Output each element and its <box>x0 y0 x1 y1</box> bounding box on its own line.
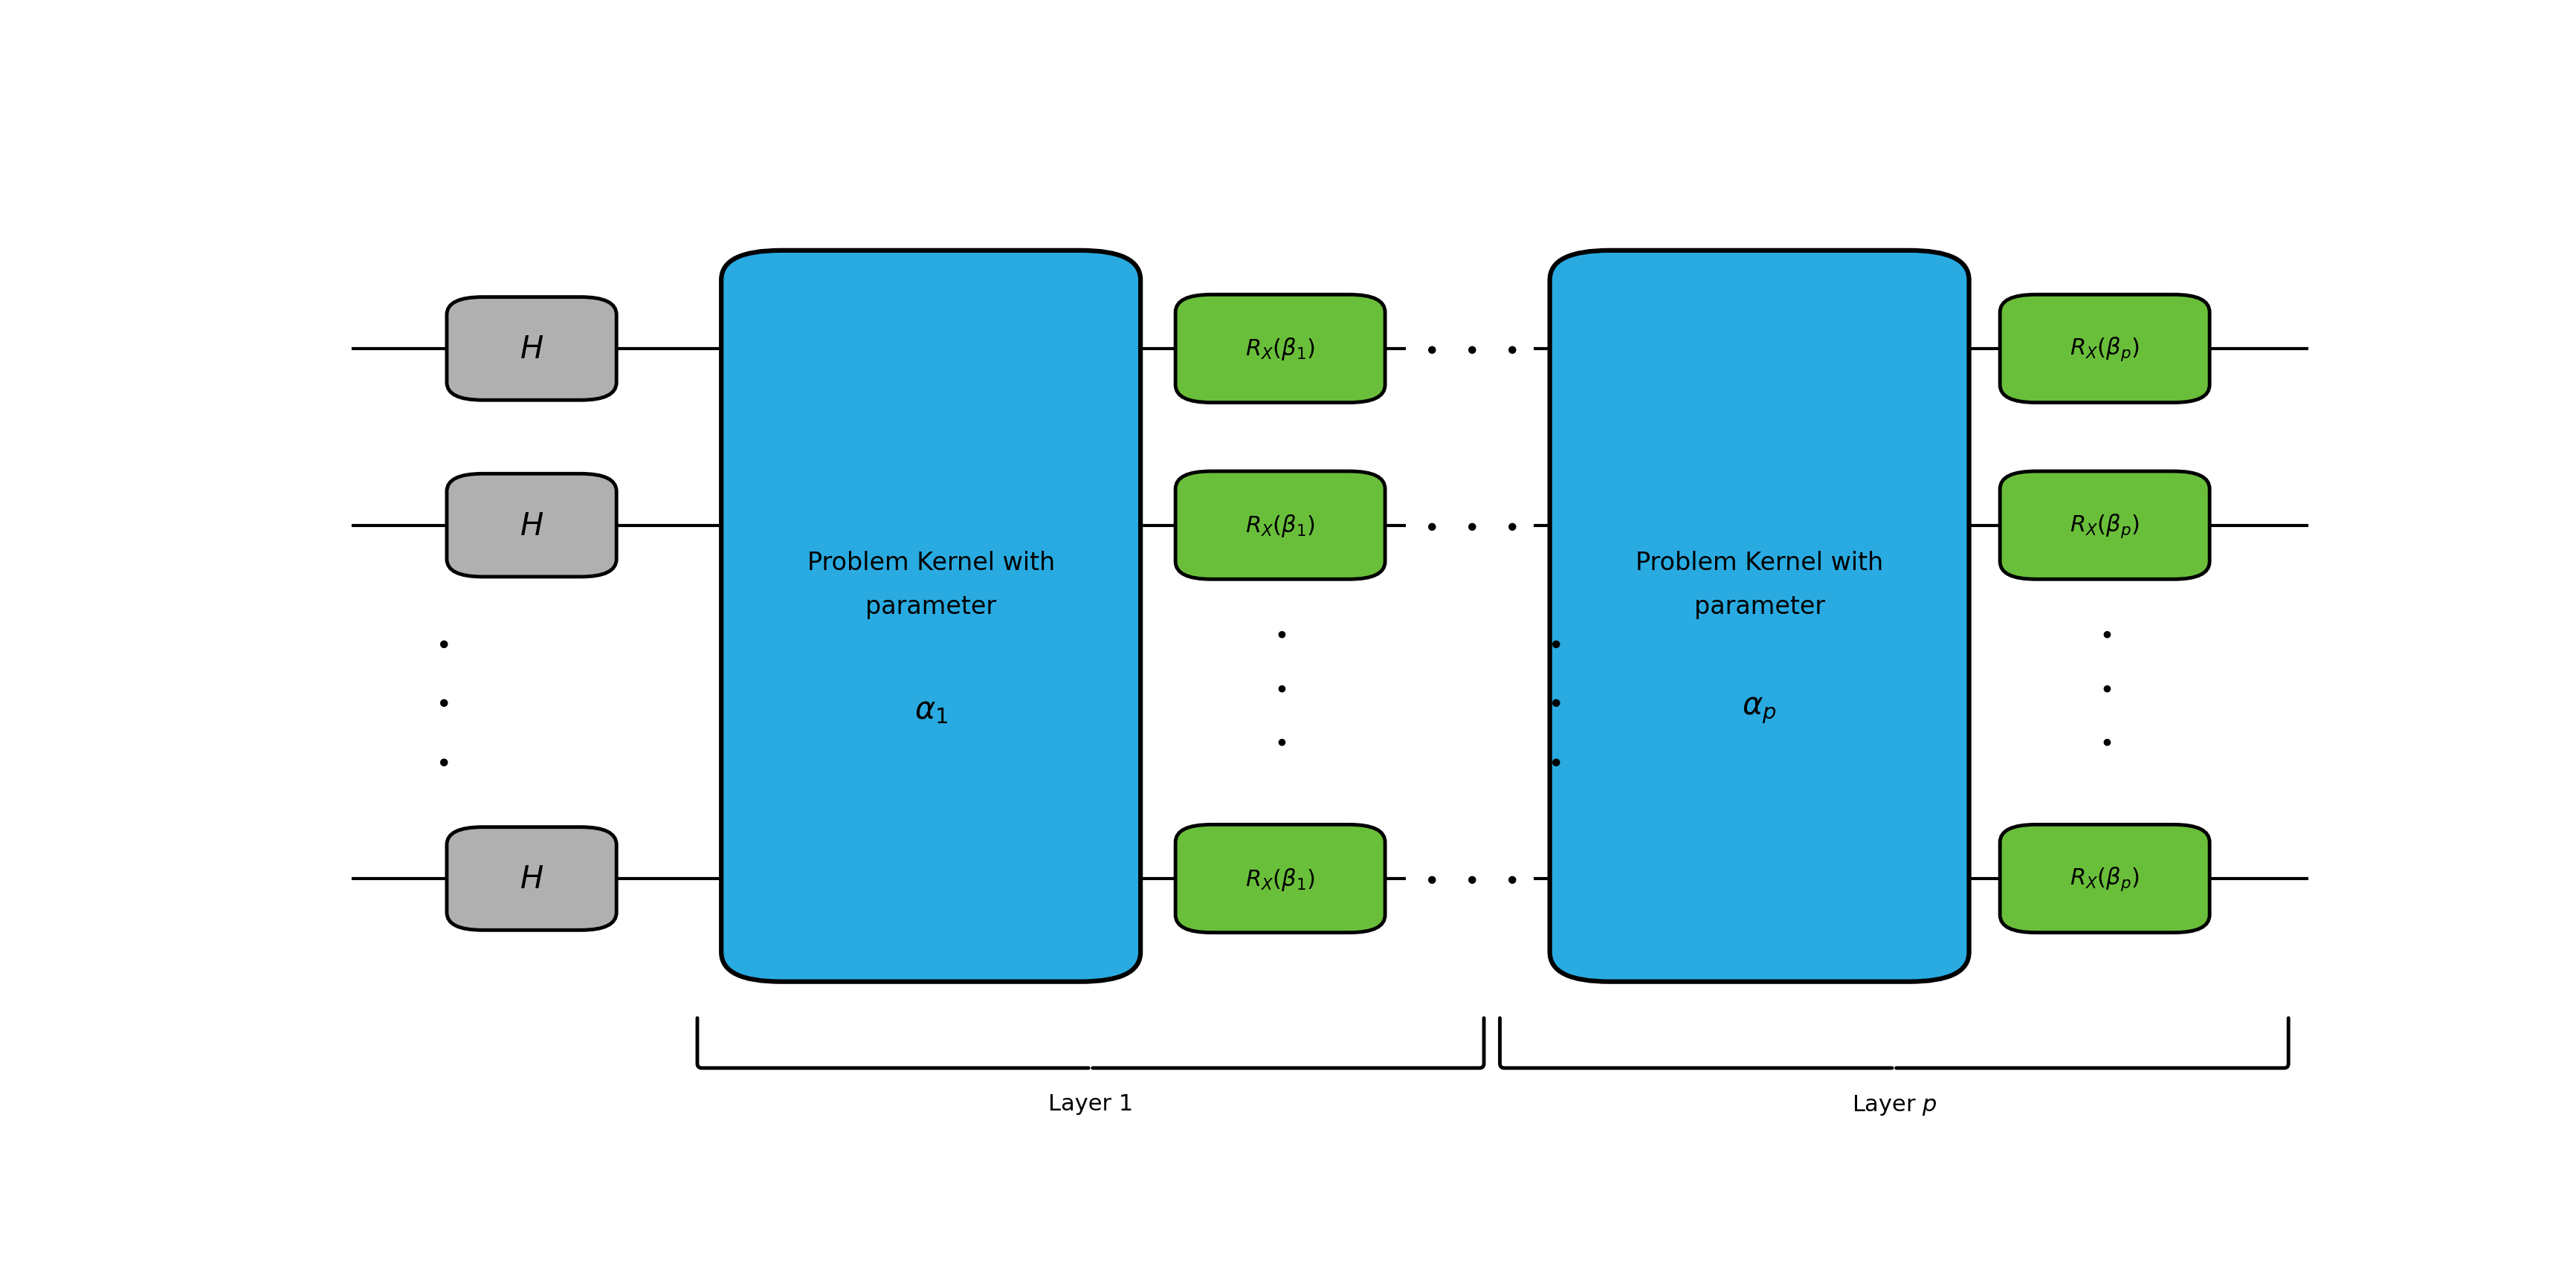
Text: $\bullet$: $\bullet$ <box>2099 729 2112 754</box>
Text: $R_X(\beta_1)$: $R_X(\beta_1)$ <box>1244 336 1316 362</box>
Text: $R_X(\beta_p)$: $R_X(\beta_p)$ <box>2071 335 2141 363</box>
Text: Layer $p$: Layer $p$ <box>1852 1093 1937 1116</box>
FancyBboxPatch shape <box>1999 824 2210 933</box>
Text: $R_X(\beta_p)$: $R_X(\beta_p)$ <box>2071 865 2141 893</box>
FancyBboxPatch shape <box>1551 251 1968 982</box>
Text: $\bullet$: $\bullet$ <box>1275 622 1285 646</box>
FancyBboxPatch shape <box>1175 471 1386 580</box>
Text: $\alpha_1$: $\alpha_1$ <box>914 694 948 725</box>
Text: $\alpha_p$: $\alpha_p$ <box>1741 694 1777 725</box>
Text: $\bullet$: $\bullet$ <box>1422 513 1437 539</box>
Text: $R_X(\beta_1)$: $R_X(\beta_1)$ <box>1244 512 1316 539</box>
Text: Problem Kernel with: Problem Kernel with <box>1636 550 1883 575</box>
Text: $H$: $H$ <box>520 864 544 894</box>
Text: $\bullet$: $\bullet$ <box>2099 675 2112 699</box>
FancyBboxPatch shape <box>1999 471 2210 580</box>
Text: $\bullet$: $\bullet$ <box>1463 866 1476 892</box>
Text: $\bullet$: $\bullet$ <box>1422 866 1437 892</box>
Text: $\bullet$: $\bullet$ <box>435 689 448 715</box>
Text: $\bullet$: $\bullet$ <box>1463 336 1476 362</box>
Text: $\bullet$: $\bullet$ <box>1463 513 1476 539</box>
Text: $\bullet$: $\bullet$ <box>1275 675 1285 699</box>
FancyBboxPatch shape <box>446 827 616 930</box>
Text: parameter: parameter <box>1695 595 1824 619</box>
Text: $\bullet$: $\bullet$ <box>1422 336 1437 362</box>
Text: $\bullet$: $\bullet$ <box>1548 689 1561 715</box>
Text: $\bullet$: $\bullet$ <box>1502 866 1517 892</box>
FancyBboxPatch shape <box>446 474 616 577</box>
Text: $\bullet$: $\bullet$ <box>2099 622 2112 646</box>
FancyBboxPatch shape <box>1999 296 2210 403</box>
Text: $\bullet$: $\bullet$ <box>1502 336 1517 362</box>
Text: $\bullet$: $\bullet$ <box>435 631 448 656</box>
FancyBboxPatch shape <box>721 251 1141 982</box>
FancyBboxPatch shape <box>446 298 616 400</box>
Text: Problem Kernel with: Problem Kernel with <box>806 550 1054 575</box>
Text: $R_X(\beta_1)$: $R_X(\beta_1)$ <box>1244 866 1316 892</box>
Text: $\bullet$: $\bullet$ <box>1548 631 1561 656</box>
FancyBboxPatch shape <box>1175 296 1386 403</box>
Text: $H$: $H$ <box>520 334 544 364</box>
Text: $\bullet$: $\bullet$ <box>1275 729 1285 754</box>
Text: $\bullet$: $\bullet$ <box>1548 748 1561 773</box>
Text: $H$: $H$ <box>520 510 544 541</box>
Text: $R_X(\beta_p)$: $R_X(\beta_p)$ <box>2071 512 2141 539</box>
FancyBboxPatch shape <box>1175 824 1386 933</box>
Text: Layer 1: Layer 1 <box>1048 1093 1133 1115</box>
Text: $\bullet$: $\bullet$ <box>1502 513 1517 539</box>
Text: parameter: parameter <box>866 595 997 619</box>
Text: $\bullet$: $\bullet$ <box>435 748 448 773</box>
